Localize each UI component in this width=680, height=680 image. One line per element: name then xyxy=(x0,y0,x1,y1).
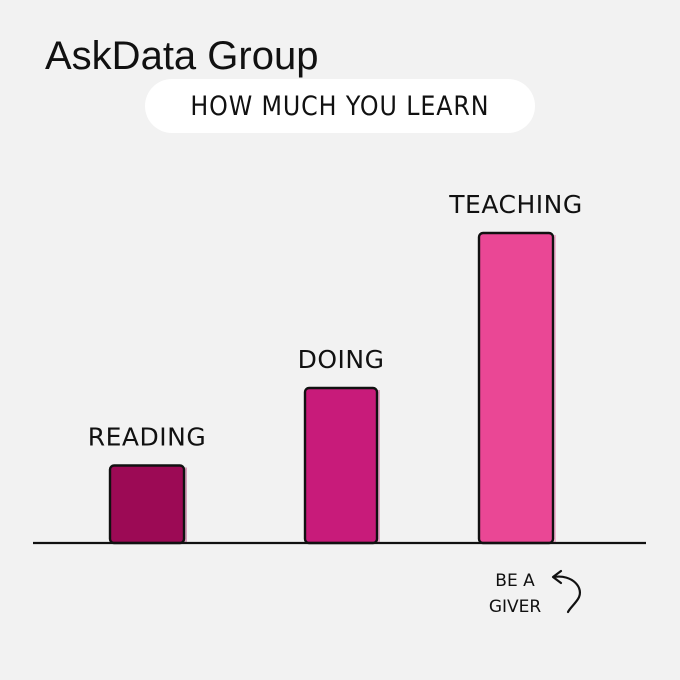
annotation-arrow-icon xyxy=(552,575,581,614)
brand-name: AskData Group xyxy=(45,34,319,78)
category-label-teaching: TEACHING xyxy=(448,190,582,219)
annotation-line-1: BE A xyxy=(495,571,535,591)
annotation-arrowhead-icon xyxy=(551,569,563,585)
labels-group: READING DOING TEACHING xyxy=(88,190,582,452)
category-label-reading: READING xyxy=(88,423,206,452)
bar-doing xyxy=(303,386,379,545)
bar-reading xyxy=(108,464,186,545)
chart-title: HOW MUCH YOU LEARN xyxy=(190,90,490,122)
bar-teaching xyxy=(477,231,555,545)
annotation-line-2: GIVER xyxy=(489,597,542,617)
category-label-doing: DOING xyxy=(298,345,385,374)
chart-title-pill: HOW MUCH YOU LEARN xyxy=(145,79,535,133)
bars-group xyxy=(108,231,556,545)
